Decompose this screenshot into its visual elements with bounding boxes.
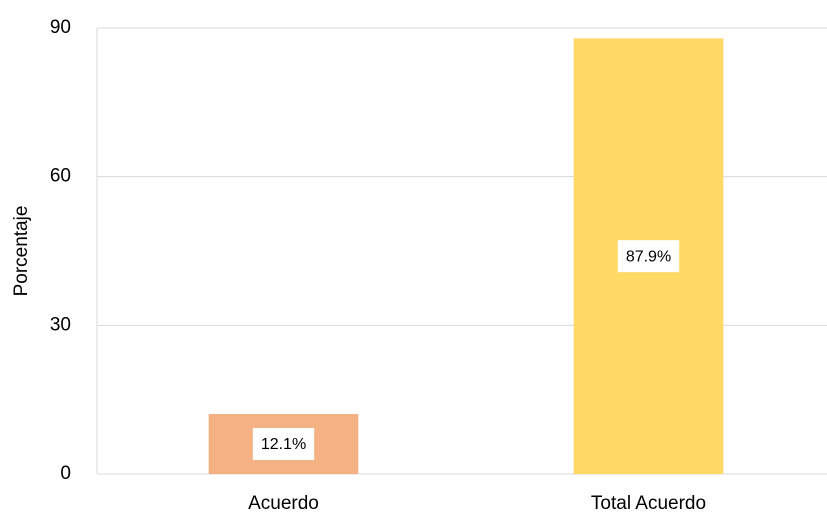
y-tick-label: 60 [50, 166, 71, 187]
y-tick-label: 0 [60, 463, 71, 484]
value-label-box [617, 240, 680, 273]
x-tick-label: Acuerdo [248, 493, 319, 514]
value-label: 87.9% [626, 248, 671, 265]
x-tick-label: Total Acuerdo [591, 493, 706, 514]
value-label: 12.1% [261, 436, 306, 453]
y-axis-label: Porcentaje [11, 206, 32, 297]
y-tick-label: 30 [50, 314, 71, 335]
value-label-box [252, 428, 315, 461]
y-tick-label: 90 [50, 17, 71, 38]
